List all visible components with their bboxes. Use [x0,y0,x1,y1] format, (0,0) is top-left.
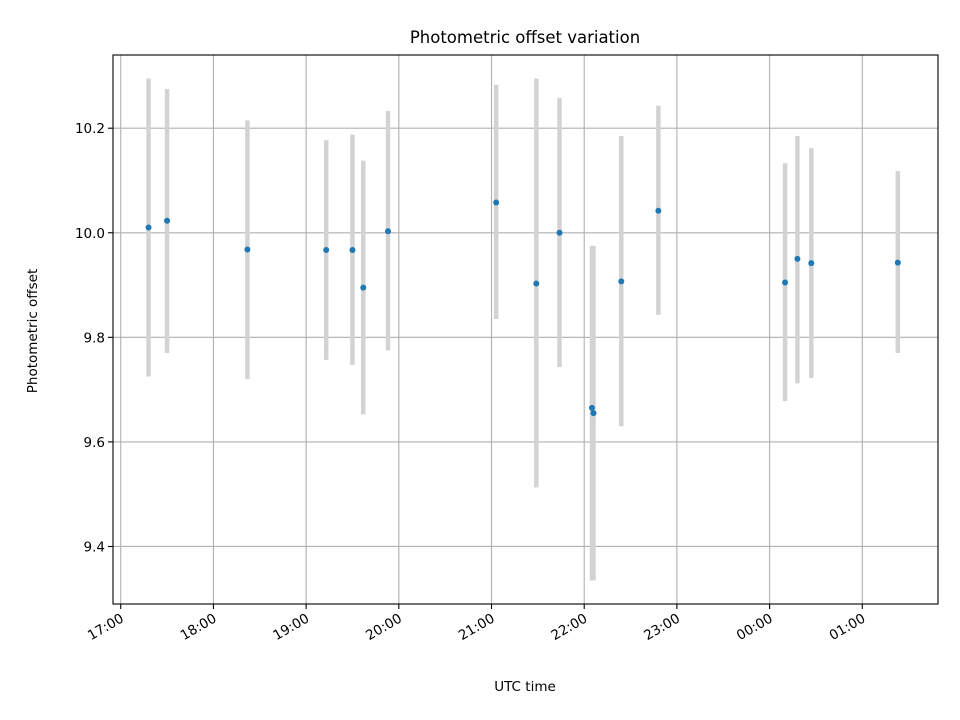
grid-lines [113,55,938,604]
plot-frame [112,54,939,605]
y-axis-label: Photometric offset [25,269,41,393]
data-point [556,229,563,236]
data-point [385,228,391,235]
x-axis-label: UTC time [494,679,556,695]
axis-ticks: 17:00 18:00 19:00 20:00 21:00 22:00 23:00 00:00… [75,121,868,644]
data-point [145,224,152,231]
data-point [894,259,901,266]
y-tick-label: 9.6 [84,435,105,451]
x-tick-label: 22:00 [549,611,591,644]
x-tick-label: 19:00 [270,611,312,644]
y-tick-label: 10.0 [75,226,105,242]
data-point [164,217,171,224]
data-point [533,280,540,287]
data-point [590,410,597,417]
data-point [618,278,625,285]
data-point [588,404,595,411]
x-tick-label: 01:00 [827,611,869,644]
x-tick-label: 18:00 [178,611,220,644]
data-point [360,284,367,291]
y-tick-label: 10.2 [75,121,105,137]
x-tick-label: 21:00 [456,611,498,644]
data-point [349,247,356,254]
data-point [782,279,789,286]
data-point [794,255,801,262]
data-points [145,199,901,417]
data-point [655,207,662,214]
y-tick-label: 9.4 [84,539,105,555]
data-point [493,199,500,206]
error-bars [146,78,901,581]
x-tick-label: 23:00 [641,611,683,644]
x-tick-label: 17:00 [85,611,127,644]
x-tick-label: 20:00 [363,611,405,644]
y-tick-label: 9.8 [84,330,105,346]
x-tick-label: 00:00 [734,611,776,644]
data-point [808,260,815,267]
data-point [323,247,330,254]
chart-title: Photometric offset variation [410,28,640,47]
data-point [244,246,251,253]
